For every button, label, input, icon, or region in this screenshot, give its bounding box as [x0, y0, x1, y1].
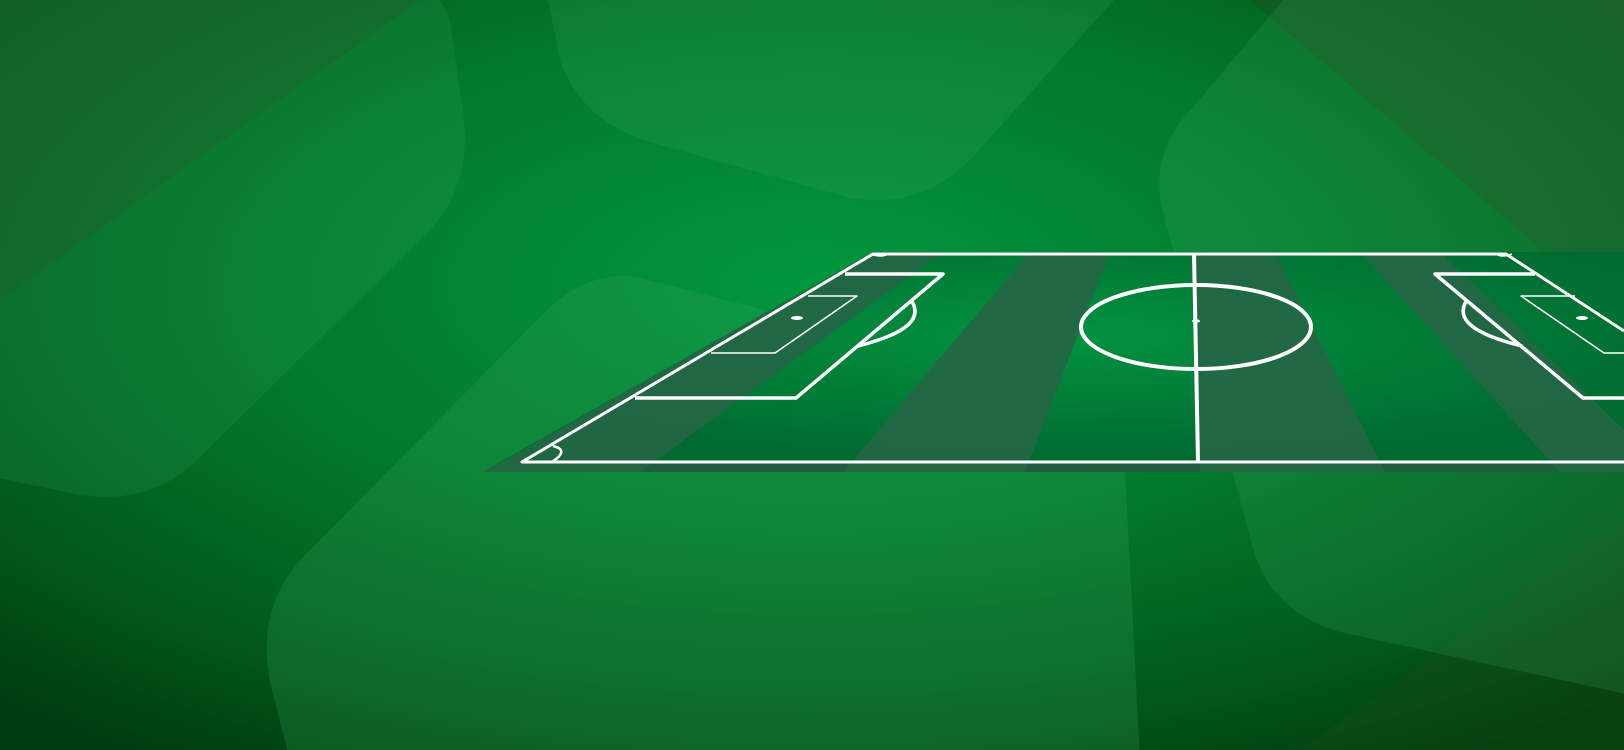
corner-shade-top-right — [1250, 0, 1624, 320]
goal-area-right — [1520, 295, 1624, 354]
pitch-lines — [520, 252, 1624, 464]
corner-arc-bottom-left — [551, 444, 563, 464]
halfway-line — [1192, 253, 1200, 463]
corner-shade-top-left — [0, 0, 420, 300]
hexagon-shape-top-left — [0, 0, 465, 497]
centre-circle — [1079, 283, 1313, 371]
centre-spot — [1192, 319, 1200, 323]
penalty-spot-right — [1576, 316, 1588, 320]
touchline-left — [520, 252, 1624, 464]
corner-arc-top-left — [869, 253, 889, 257]
penalty-arc-right — [1461, 299, 1523, 348]
penalty-spot-left — [791, 316, 803, 320]
corner-shade-bottom-right — [1300, 520, 1624, 750]
penalty-arc-left — [857, 299, 917, 348]
penalty-area-right — [1433, 272, 1624, 400]
corner-arc-top-right — [1495, 253, 1513, 257]
goal-area-left — [711, 295, 858, 354]
penalty-area-left — [635, 272, 945, 400]
hexagon-shape-top-center — [548, 0, 1114, 201]
